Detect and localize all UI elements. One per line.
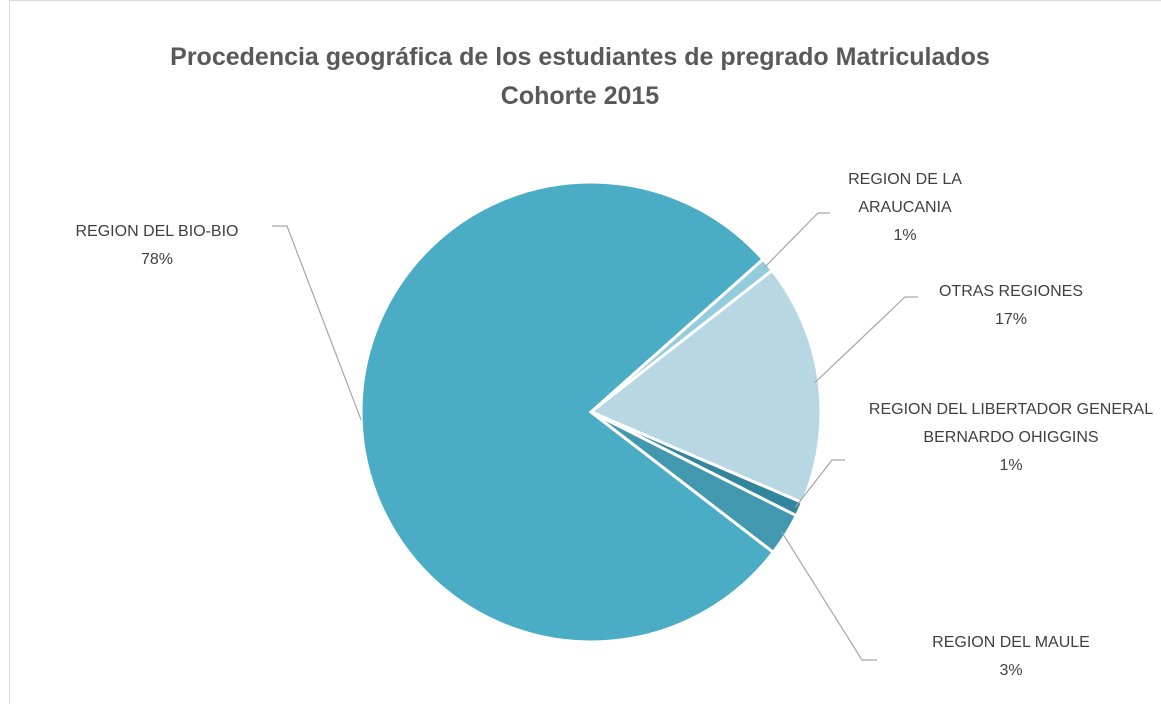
leader-line [763, 212, 830, 269]
category-label: OTRAS REGIONES [938, 283, 1084, 300]
leader-line [814, 296, 918, 384]
data-label: REGION DEL MAULE 3% [911, 629, 1111, 685]
data-label: REGION DEL BIO-BIO 78% [27, 218, 287, 274]
leader-line [781, 531, 877, 661]
value-label: 3% [999, 662, 1023, 679]
data-label: REGION DEL LIBERTADOR GENERAL BERNARDO O… [866, 396, 1156, 480]
category-label: REGION DE LA ARAUCANIA [848, 171, 962, 216]
pie-slice [588, 268, 823, 505]
data-label: REGION DE LA ARAUCANIA 1% [825, 166, 985, 250]
data-label: OTRAS REGIONES 17% [911, 278, 1111, 334]
value-label: 1% [999, 457, 1023, 474]
chart-border [9, 0, 1161, 704]
category-label: REGION DEL LIBERTADOR GENERAL BERNARDO O… [868, 401, 1154, 446]
category-label: REGION DEL MAULE [932, 634, 1090, 651]
category-label: REGION DEL BIO-BIO [75, 223, 239, 240]
value-label: 17% [994, 311, 1028, 328]
leader-line [272, 225, 362, 421]
value-label: 78% [140, 251, 174, 268]
chart-title: Procedencia geográfica de los estudiante… [170, 43, 990, 110]
leader-line [794, 459, 845, 508]
value-label: 1% [893, 227, 917, 244]
